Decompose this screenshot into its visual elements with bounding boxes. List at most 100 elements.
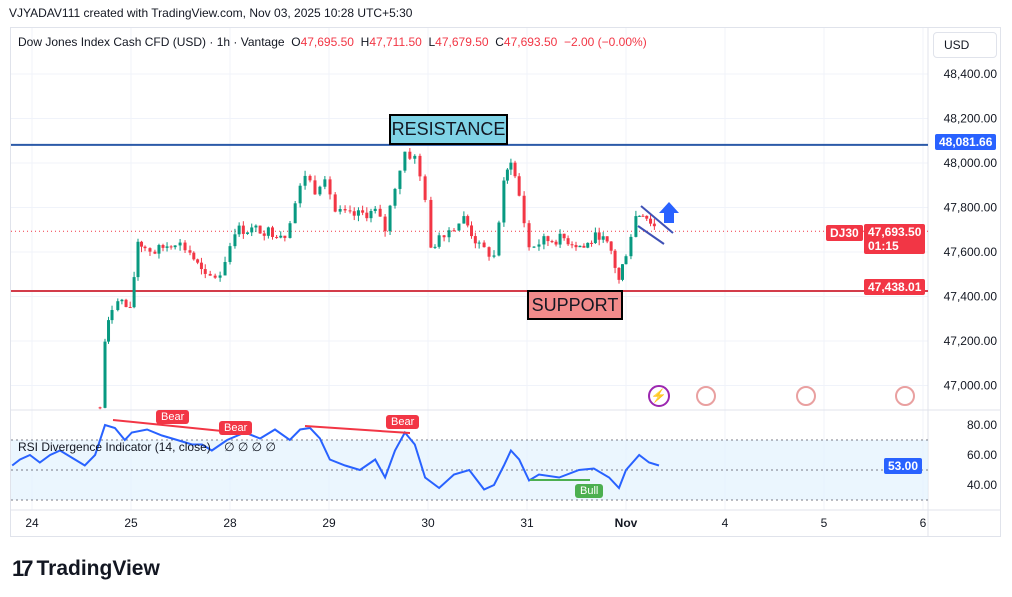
candle [403, 151, 407, 171]
support-annotation[interactable]: SUPPORT [527, 290, 623, 320]
candle [266, 227, 270, 236]
candle [532, 246, 536, 248]
rsi-tick: 80.00 [967, 418, 997, 432]
candle [509, 162, 513, 170]
candle [110, 310, 114, 321]
candle [457, 223, 461, 231]
candle [288, 223, 292, 238]
candle [574, 245, 578, 248]
price-tick: 47,800.00 [944, 201, 998, 215]
candle [550, 241, 554, 243]
price-tick: 47,600.00 [944, 245, 998, 259]
candle [554, 241, 558, 245]
candle [192, 252, 196, 260]
price-tick: 47,400.00 [944, 290, 998, 304]
candle [418, 155, 422, 177]
flag-channel-line [640, 205, 674, 234]
last-price-tag: 47,693.50 01:15 [864, 224, 926, 254]
candle [505, 169, 509, 181]
price-tick: 47,200.00 [944, 334, 998, 348]
chart-credit: VJYADAV111 created with TradingView.com,… [9, 6, 413, 20]
rsi-indicator-title[interactable]: RSI Divergence Indicator (14, close) ∅ ∅… [18, 440, 276, 454]
candle [593, 232, 597, 244]
candle [609, 241, 613, 251]
candle [537, 244, 541, 247]
candle [237, 225, 241, 235]
candle [408, 151, 412, 159]
tradingview-logo[interactable]: 17 TradingView [12, 556, 160, 582]
time-tick: 25 [124, 516, 138, 530]
candle [433, 246, 437, 248]
bear-divergence-label: Bear [156, 410, 190, 424]
candle [413, 155, 417, 159]
high-label: H [360, 35, 370, 49]
change-value: −2.00 (−0.00%) [563, 35, 647, 49]
high-value: 47,711.50 [369, 35, 422, 49]
symbol-name[interactable]: Dow Jones Index Cash CFD (USD) · 1h · Va… [18, 35, 285, 49]
candle [423, 176, 427, 200]
us-flag-icon[interactable] [796, 386, 816, 406]
candle [361, 210, 365, 213]
us-flag-icon[interactable] [696, 386, 716, 406]
chart-frame [10, 27, 1001, 537]
candle [283, 235, 287, 238]
tv-logo-icon: 17 [12, 556, 34, 581]
candle [143, 246, 147, 249]
candle [148, 248, 152, 252]
candle [343, 208, 347, 211]
bar-countdown: 01:15 [868, 239, 899, 253]
time-tick: 6 [920, 516, 927, 530]
candle [98, 407, 102, 409]
symbol-legend: Dow Jones Index Cash CFD (USD) · 1h · Va… [18, 35, 647, 49]
candle [578, 245, 582, 248]
candle [120, 299, 124, 302]
candle [620, 264, 624, 280]
candle [136, 241, 140, 278]
currency-button[interactable]: USD [933, 32, 997, 58]
candle [308, 175, 312, 181]
resistance-annotation[interactable]: RESISTANCE [389, 114, 508, 145]
logo-text: TradingView [36, 557, 160, 580]
support-price-tag: 47,438.01 [864, 279, 926, 295]
bear-divergence-label: Bear [386, 415, 420, 429]
candle [477, 242, 481, 244]
candle [328, 179, 332, 195]
candle [178, 242, 182, 246]
lightning-icon[interactable]: ⚡ [648, 385, 670, 407]
candle [605, 236, 609, 242]
candle [527, 223, 531, 248]
candle [270, 227, 274, 237]
candle [378, 208, 382, 217]
us-flag-icon[interactable] [895, 386, 915, 406]
candle [107, 320, 111, 342]
candle [116, 301, 120, 311]
candle [373, 208, 377, 211]
time-tick: 31 [520, 516, 534, 530]
time-tick: 5 [821, 516, 828, 530]
bear-divergence-line [304, 425, 411, 434]
candle [183, 242, 187, 251]
candle [157, 245, 161, 254]
candle [542, 236, 546, 245]
rsi-values: ∅ ∅ ∅ ∅ [224, 440, 276, 454]
resistance-price-tag: 48,081.66 [935, 134, 997, 150]
candle [437, 235, 441, 247]
candle [637, 215, 641, 217]
candle [570, 244, 574, 246]
candle [645, 215, 649, 219]
candle [173, 245, 177, 248]
candle [369, 210, 373, 219]
candle [208, 273, 212, 276]
candle [447, 230, 451, 238]
candle [132, 277, 136, 308]
candle [293, 203, 297, 224]
rsi-tick: 60.00 [967, 448, 997, 462]
candle [497, 222, 501, 256]
candle [165, 246, 169, 248]
candle [348, 210, 352, 212]
candle [629, 236, 633, 257]
candle [388, 205, 392, 232]
candle [462, 216, 466, 224]
candle [393, 188, 397, 206]
